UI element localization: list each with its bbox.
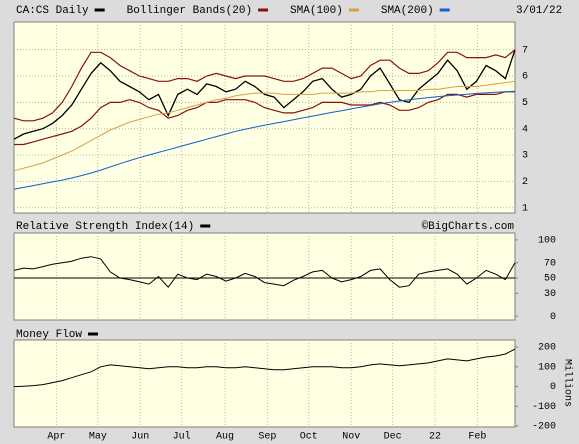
panel-title: Money Flow: [16, 329, 82, 341]
y-tick-label: 100: [538, 362, 556, 373]
legend-label: Bollinger Bands(20): [127, 5, 252, 17]
y-tick-label: 5: [522, 98, 528, 109]
x-tick-label: Sep: [258, 432, 276, 443]
y-tick-label: -200: [532, 422, 556, 433]
y-tick-label: 100: [538, 236, 556, 247]
series-line: [13, 90, 516, 190]
y-tick-label: 70: [544, 258, 556, 269]
plot-area: [13, 21, 516, 214]
series-line: [13, 256, 516, 288]
plot-area: [13, 232, 516, 321]
y-tick-label: 200: [538, 343, 556, 354]
y-tick-label: 0: [550, 312, 556, 323]
series-line: [13, 49, 516, 140]
y-tick-label: 4: [522, 124, 528, 135]
x-tick-label: Aug: [216, 432, 234, 443]
series-line: [13, 49, 516, 122]
legend-label: CA:CS Daily: [16, 5, 89, 17]
x-tick-label: Apr: [47, 432, 65, 443]
y-tick-label: 2: [522, 177, 528, 188]
legend-label: SMA(200): [381, 5, 434, 17]
x-tick-label: Jul: [173, 431, 191, 443]
y-tick-label: 7: [522, 45, 528, 56]
x-tick-label: Feb: [468, 431, 486, 443]
x-tick-label: Jun: [131, 432, 149, 443]
legend-label: SMA(100): [290, 5, 343, 17]
y-tick-label: 3: [522, 151, 528, 162]
y-tick-label: 6: [522, 72, 528, 83]
plot-area: [13, 339, 516, 428]
x-tick-label: Nov: [342, 432, 360, 443]
series-line: [14, 91, 515, 146]
x-tick-label: Dec: [384, 432, 402, 443]
y-axis-label: Millions: [561, 359, 573, 407]
series-line: [13, 80, 516, 172]
y-tick-label: 50: [544, 274, 556, 285]
y-tick-label: 0: [550, 382, 556, 393]
panel-title: Relative Strength Index(14): [16, 221, 194, 233]
x-tick-label: Oct: [300, 432, 318, 443]
x-tick-label: 22: [429, 432, 441, 443]
y-tick-label: -100: [532, 402, 556, 413]
date: 3/01/22: [516, 5, 562, 17]
y-tick-label: 1: [522, 203, 528, 214]
credit: ©BigCharts.com: [422, 221, 515, 233]
series-line: [13, 348, 516, 388]
x-tick-label: May: [89, 432, 107, 443]
y-tick-label: 30: [544, 289, 556, 300]
